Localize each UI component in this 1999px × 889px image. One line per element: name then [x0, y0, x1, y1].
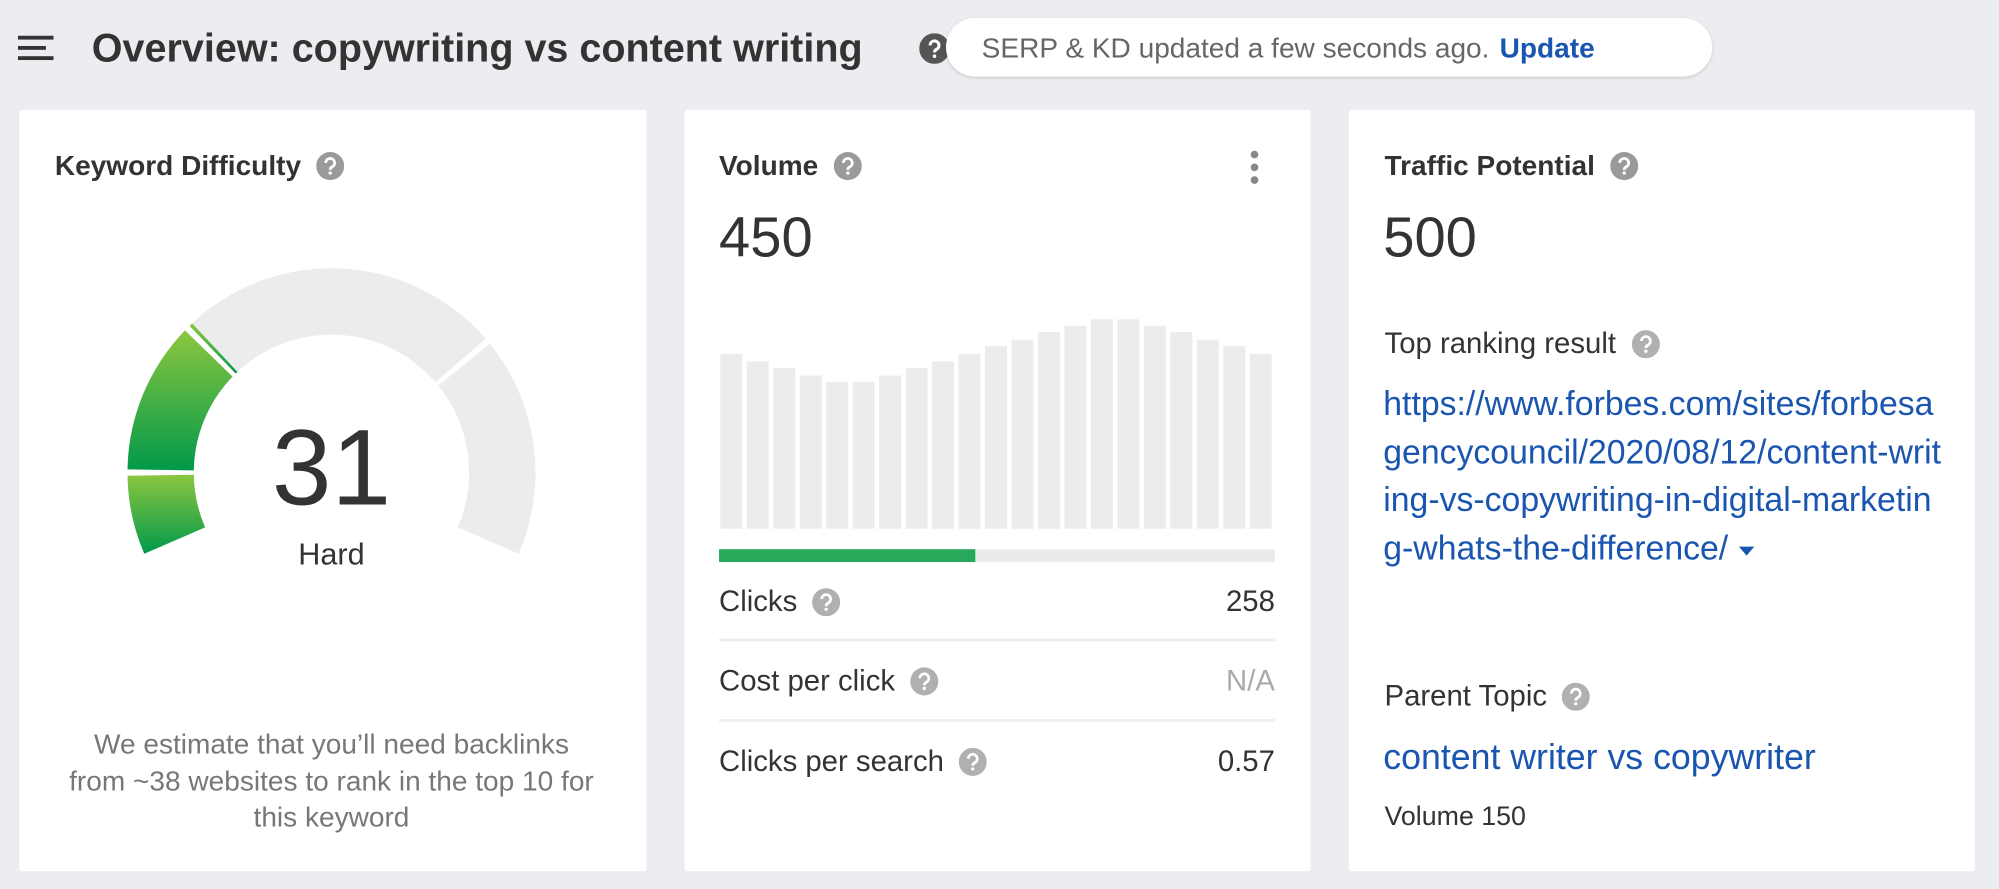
trend-bar [1037, 332, 1060, 529]
clicks-fill [719, 549, 976, 563]
metric-value: 258 [1225, 584, 1275, 618]
help-icon[interactable] [959, 747, 988, 776]
notice: SERP & KD updated a few seconds ago. Upda… [982, 32, 1595, 65]
trend-bar [985, 346, 1008, 529]
help-icon[interactable] [1562, 682, 1591, 711]
expand-arrow[interactable] [1728, 541, 1761, 559]
help-icon[interactable] [910, 666, 939, 695]
trend-bar [958, 353, 981, 529]
trend-bar [1170, 332, 1193, 529]
page-title: Overview: copywriting vs content writing [92, 26, 863, 72]
trend-bar [1249, 353, 1272, 529]
trend-bar [1064, 325, 1087, 529]
gauge-fill [189, 323, 238, 374]
trend-bar [826, 381, 849, 529]
gauge-fill [127, 474, 206, 554]
title-text: Keyword Difficulty [54, 149, 302, 182]
notice-text: SERP & KD updated a few seconds ago. [981, 31, 1490, 64]
trend-bar [905, 367, 928, 529]
trend-bar [1117, 319, 1140, 529]
volume-trend [720, 319, 1272, 529]
notice-pill [945, 17, 1713, 77]
top-ranking-label: Top ranking result [1385, 326, 1660, 360]
more-menu[interactable] [1247, 149, 1262, 185]
title-text: Overview: copywriting vs content writing [91, 25, 863, 71]
help-icon[interactable] [316, 151, 345, 181]
help-icon[interactable] [1610, 151, 1639, 181]
trend-bar [720, 353, 743, 529]
kd-title: Keyword Difficulty [55, 149, 345, 182]
trend-bar [746, 361, 769, 529]
volume-title: Volume [719, 149, 862, 182]
trend-bar [879, 375, 902, 529]
trend-bar [1011, 339, 1034, 529]
help-icon[interactable] [812, 587, 841, 616]
kd-note: We estimate that you’ll need backlinks f… [69, 728, 594, 833]
trend-bar [1223, 346, 1246, 529]
trend-bar [932, 361, 955, 529]
label-text: Top ranking result [1384, 326, 1616, 360]
kd-label: Hard [298, 537, 365, 573]
help-icon[interactable] [833, 151, 862, 181]
metric-label: Clicks [719, 584, 798, 618]
metric-value: 0.57 [1217, 744, 1275, 778]
metric-row: Clicks per search [719, 744, 988, 778]
update-link[interactable]: Update [1499, 31, 1595, 64]
metric-label: Clicks per search [719, 744, 944, 778]
traffic-title: Traffic Potential [1385, 149, 1639, 182]
trend-bar [773, 367, 796, 529]
separator [719, 719, 1275, 722]
kd-gauge [127, 268, 536, 554]
trend-bar [1143, 325, 1166, 529]
parent-topic-link[interactable]: content writer vs copywriter [1383, 737, 1816, 777]
parent-volume: Volume 150 [1384, 802, 1526, 832]
title-text: Traffic Potential [1384, 149, 1595, 182]
gauge-track [438, 343, 536, 554]
metric-row: Clicks [719, 584, 841, 618]
kd-value: 31 [271, 407, 392, 528]
help-icon[interactable] [1631, 329, 1660, 358]
title-text: Volume [719, 149, 819, 182]
trend-bar [1090, 319, 1113, 529]
traffic-value: 500 [1383, 206, 1477, 270]
label-text: Parent Topic [1384, 678, 1548, 713]
gauge-track [189, 268, 486, 383]
trend-bar [1196, 339, 1219, 529]
menu-icon[interactable] [17, 33, 54, 64]
metric-value: N/A [1226, 663, 1275, 697]
clicks-track [719, 549, 1275, 563]
parent-topic-label: Parent Topic [1385, 679, 1591, 713]
traffic-card [1348, 109, 1975, 872]
metric-label: Cost per click [719, 663, 896, 697]
trend-bar [852, 381, 875, 529]
kd-card [19, 109, 647, 872]
help-icon[interactable] [919, 33, 950, 64]
metric-row: Cost per click [719, 663, 939, 698]
top-ranking-url[interactable]: https://www.forbes.com/sites/forbesagenc… [1383, 384, 1942, 567]
trend-bar [799, 375, 822, 529]
gauge-fill [127, 330, 233, 471]
separator [719, 638, 1275, 642]
volume-value: 450 [719, 206, 813, 270]
